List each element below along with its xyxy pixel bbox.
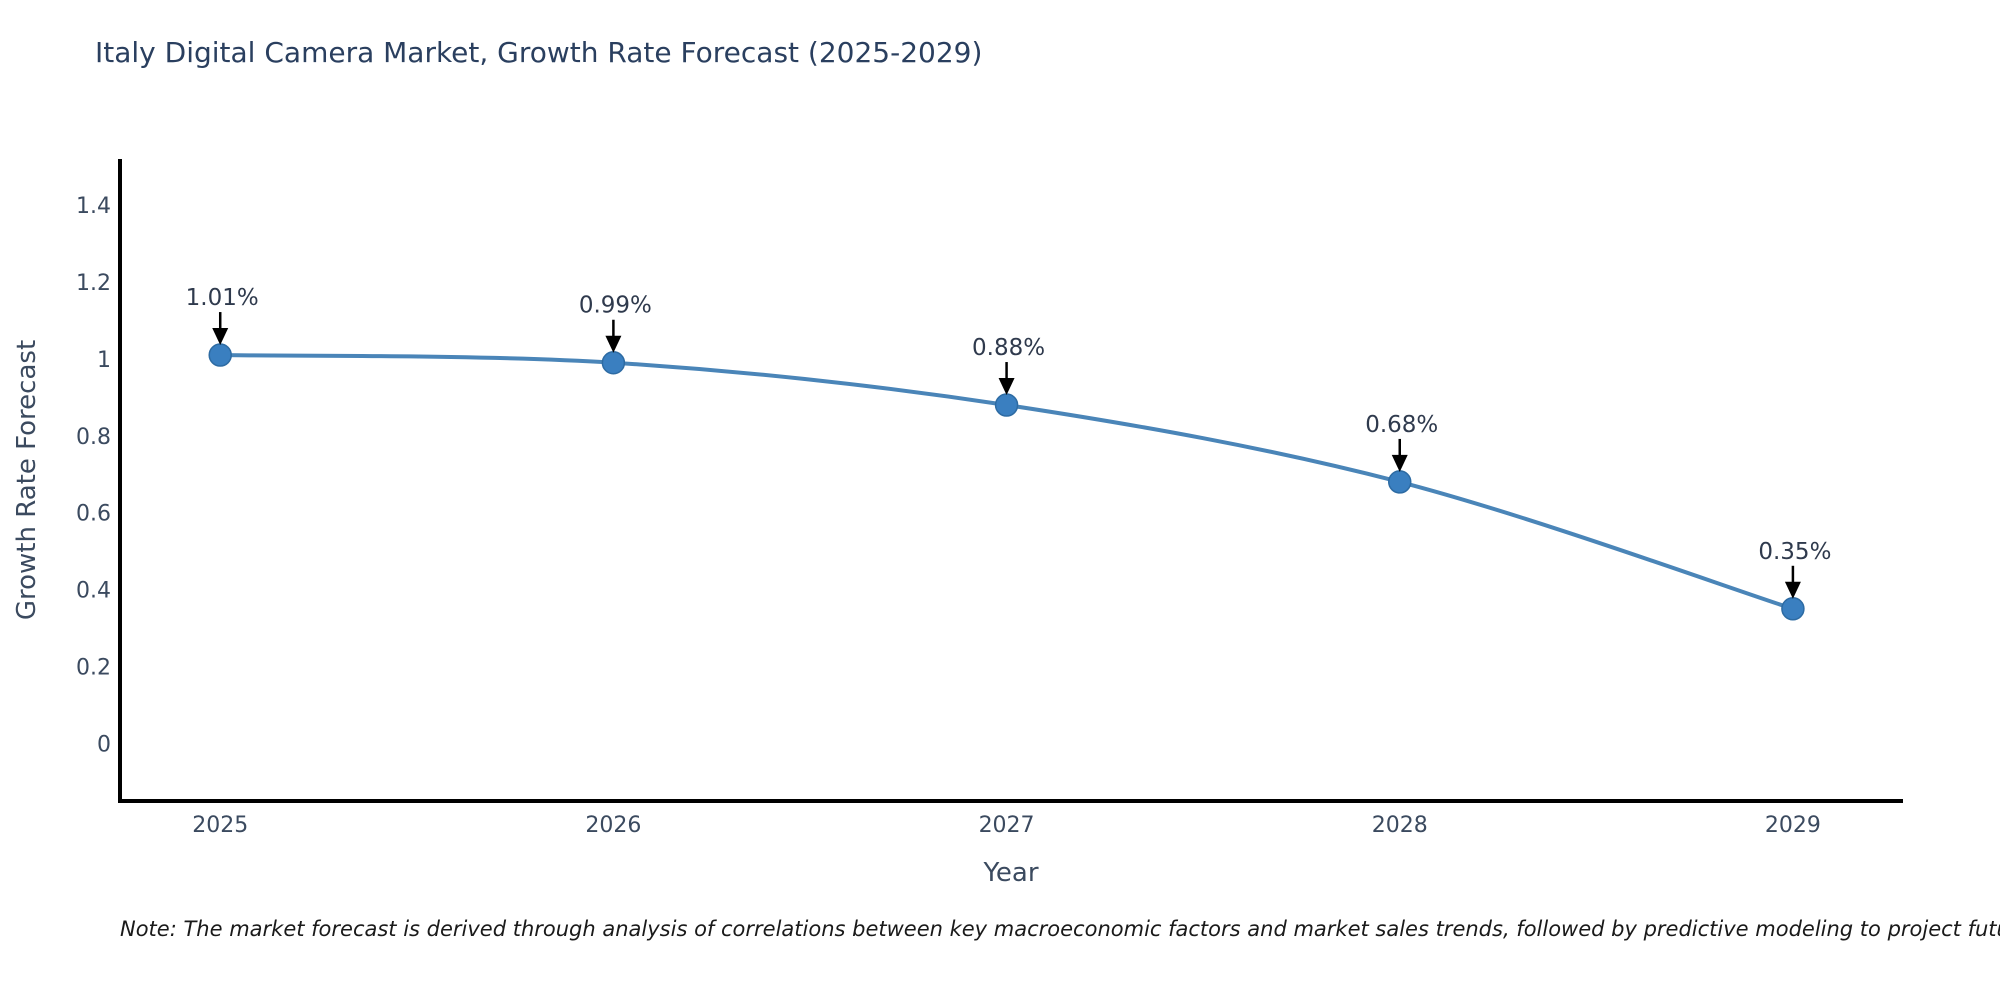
y-tick-label: 0.6 — [76, 502, 111, 527]
annotation-arrow-head — [605, 335, 622, 353]
y-axis-spine — [118, 159, 122, 803]
point-value-label: 0.35% — [1758, 539, 1831, 565]
data-point-marker — [208, 343, 232, 367]
y-axis-label: Growth Rate Forecast — [12, 339, 42, 621]
point-value-label: 0.68% — [1365, 412, 1438, 438]
annotation-arrow-head — [998, 378, 1015, 396]
y-tick-label: 0 — [97, 732, 111, 757]
data-point-marker — [1387, 470, 1412, 494]
y-tick-label: 1.2 — [76, 271, 111, 296]
annotation-arrow-head — [1784, 581, 1801, 599]
x-tick-label: 2025 — [192, 813, 248, 838]
y-tick-label: 0.4 — [76, 579, 111, 604]
point-value-label: 0.88% — [972, 335, 1045, 361]
x-axis-label: Year — [983, 858, 1039, 888]
x-tick-label: 2026 — [585, 813, 641, 838]
footnote: Note: The market forecast is derived thr… — [120, 917, 2000, 941]
x-tick-label: 2028 — [1372, 813, 1428, 838]
x-tick-label: 2027 — [979, 813, 1035, 838]
point-value-label: 1.01% — [186, 285, 259, 311]
y-tick-label: 1.4 — [76, 194, 111, 219]
chart-title: Italy Digital Camera Market, Growth Rate… — [95, 36, 983, 69]
annotation-arrow-head — [1391, 454, 1408, 472]
y-tick-label: 0.2 — [76, 655, 111, 680]
data-point-marker — [1781, 597, 1805, 621]
annotation-arrow-head — [212, 328, 229, 346]
point-value-label: 0.99% — [579, 293, 652, 319]
x-tick-label: 2029 — [1765, 813, 1821, 838]
x-axis-spine — [118, 799, 1903, 803]
y-tick-label: 0.8 — [76, 425, 111, 450]
y-tick-label: 1 — [97, 348, 111, 373]
data-point-marker — [994, 393, 1019, 417]
data-point-marker — [601, 350, 626, 375]
